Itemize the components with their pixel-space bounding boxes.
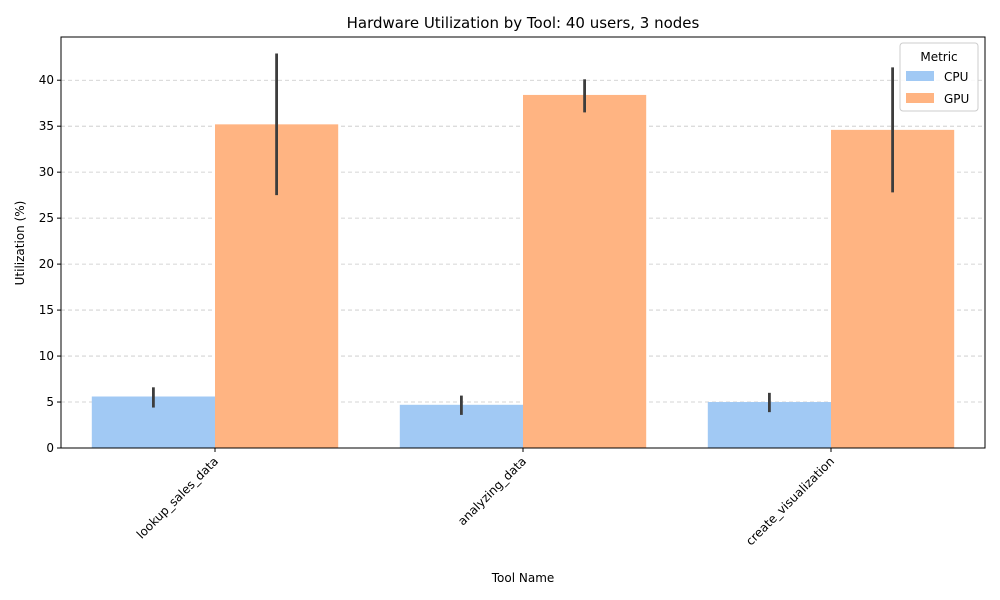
legend-swatch-gpu <box>906 93 934 103</box>
y-tick-label: 20 <box>39 257 54 271</box>
y-tick-label: 5 <box>46 395 54 409</box>
x-axis-ticks: lookup_sales_data analyzing_data create_vi… <box>134 448 837 548</box>
y-tick-label: 25 <box>39 211 54 225</box>
y-tick-label: 10 <box>39 349 54 363</box>
legend-title: Metric <box>920 50 957 64</box>
legend-label-cpu: CPU <box>944 70 968 84</box>
legend: Metric CPU GPU <box>899 42 979 112</box>
legend-items: CPU GPU <box>906 70 969 106</box>
bar-gpu-analyzing_data <box>523 94 647 448</box>
y-tick-label: 0 <box>46 441 54 455</box>
x-tick-label: lookup_sales_data <box>134 454 221 541</box>
y-tick-label: 30 <box>39 165 54 179</box>
y-tick-label: 15 <box>39 303 54 317</box>
bars <box>91 94 955 448</box>
x-tick-label: analyzing_data <box>455 454 529 528</box>
y-tick-label: 40 <box>39 73 54 87</box>
x-axis-label: Tool Name <box>491 571 555 585</box>
x-tick-label: create_visualization <box>743 454 837 548</box>
legend-swatch-cpu <box>906 71 934 81</box>
y-tick-label: 35 <box>39 119 54 133</box>
y-axis-label: Utilization (%) <box>13 201 27 286</box>
y-axis-ticks: 0 5 10 15 20 25 30 35 40 <box>39 73 61 455</box>
error-bars <box>151 53 894 415</box>
chart-title: Hardware Utilization by Tool: 40 users, … <box>347 14 700 32</box>
legend-label-gpu: GPU <box>944 92 969 106</box>
